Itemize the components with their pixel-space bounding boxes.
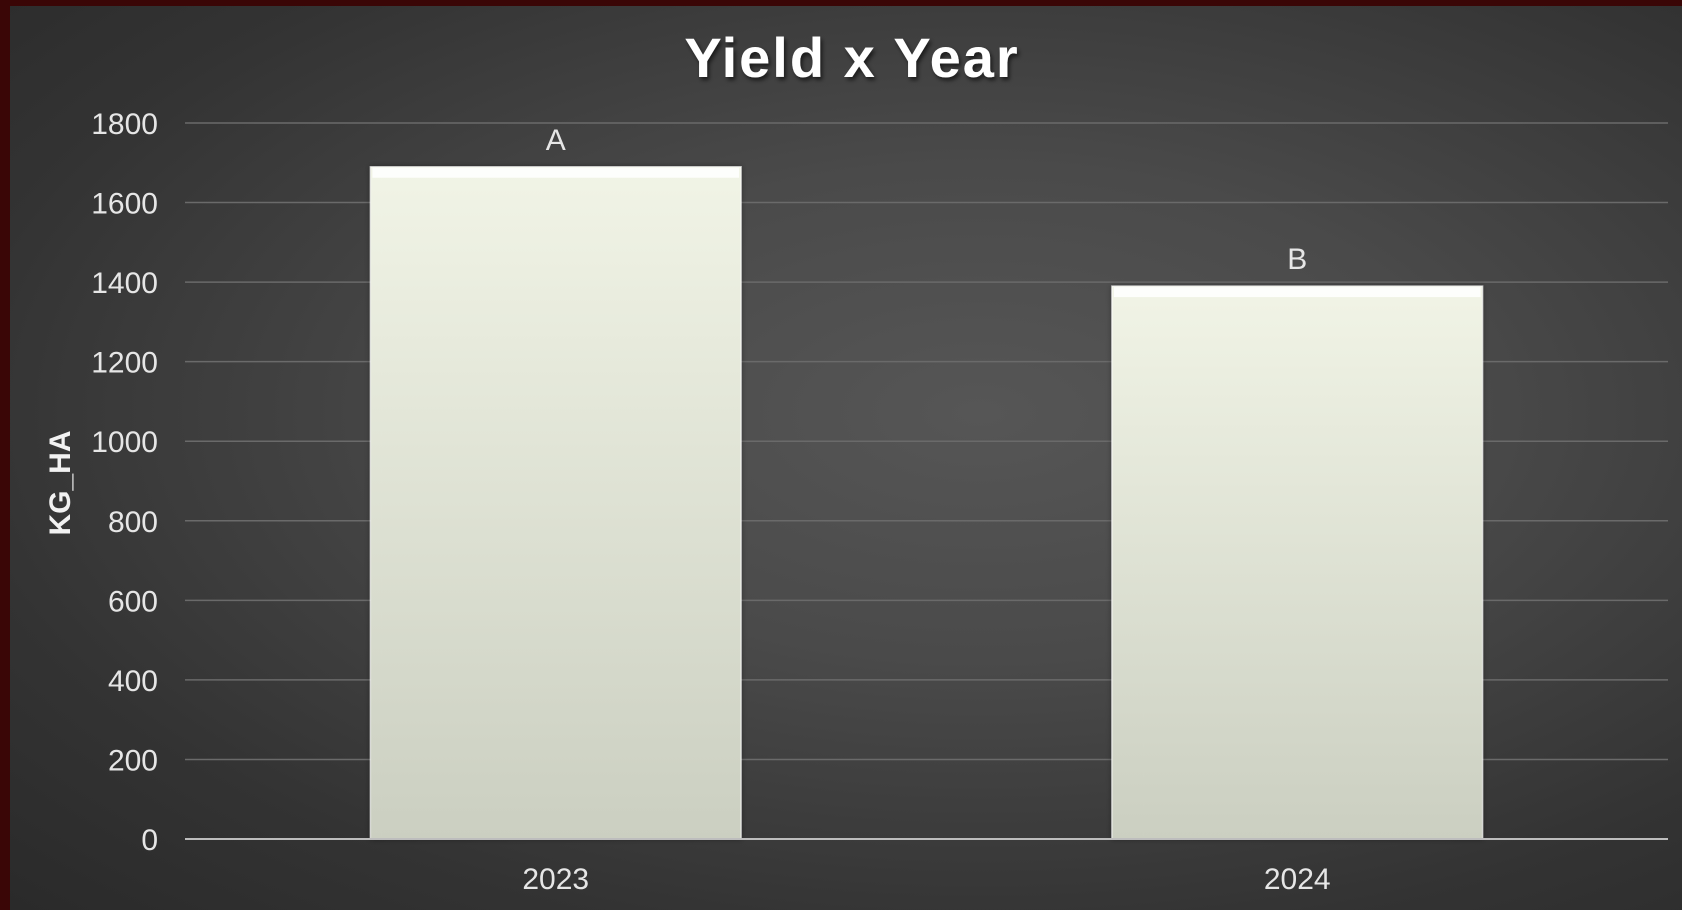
y-axis-ticks: 0 200 400 600 800 1000 1200 1400 1600 1800 [91,108,158,857]
bar-2024 [1112,286,1483,839]
chart-title: Yield x Year [684,26,1019,89]
y-tick-label: 1600 [91,188,158,221]
y-tick-label: 200 [108,744,158,777]
bar-2023 [370,167,741,839]
bar-highlight [372,168,739,178]
y-tick-label: 1800 [91,108,158,141]
y-tick-label: 600 [108,585,158,618]
y-tick-label: 1400 [91,267,158,300]
y-tick-label: 800 [108,506,158,539]
x-tick-label: 2024 [1264,863,1331,896]
bars [370,167,1482,839]
data-label: A [546,124,566,157]
data-label: B [1287,243,1307,276]
y-tick-label: 1000 [91,426,158,459]
y-tick-label: 0 [141,824,158,857]
bar-highlight [1114,287,1481,297]
y-tick-label: 1200 [91,347,158,380]
x-axis-ticks: 2023 2024 [522,863,1330,896]
y-tick-label: 400 [108,665,158,698]
x-tick-label: 2023 [522,863,589,896]
y-axis-label: KG_HA [44,430,77,535]
